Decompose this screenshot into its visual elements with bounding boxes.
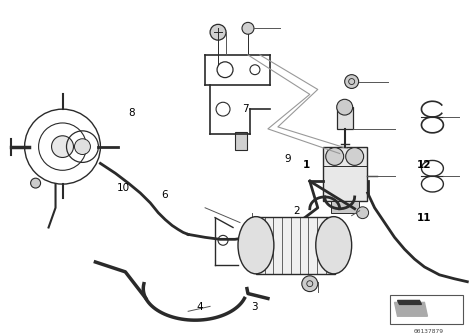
Circle shape [346,148,364,165]
Text: 1: 1 [303,160,310,170]
Circle shape [74,139,91,155]
Ellipse shape [316,217,352,274]
Text: 4: 4 [197,302,203,312]
Circle shape [52,136,73,157]
Circle shape [210,24,226,40]
Text: 00137879: 00137879 [413,329,444,334]
Text: 3: 3 [251,302,258,312]
Bar [337,107,353,129]
Circle shape [337,99,353,115]
Text: 12: 12 [417,160,431,170]
Text: 10: 10 [117,183,129,193]
Bar [256,217,335,274]
Bar [331,201,359,213]
Circle shape [31,178,41,188]
Polygon shape [398,301,421,304]
Circle shape [302,276,318,292]
Text: 9: 9 [284,154,291,164]
Text: 5: 5 [329,263,337,273]
Polygon shape [394,302,428,316]
Ellipse shape [238,217,274,274]
Text: 6: 6 [161,190,168,200]
Text: 8: 8 [128,108,135,118]
Text: 2: 2 [294,206,301,216]
Circle shape [356,207,369,219]
Text: 11: 11 [417,213,431,223]
Bar [390,295,463,324]
Bar [323,147,366,201]
Circle shape [326,148,344,165]
Circle shape [345,74,359,89]
Bar [235,132,247,150]
Circle shape [242,22,254,34]
Text: 7: 7 [242,105,248,114]
